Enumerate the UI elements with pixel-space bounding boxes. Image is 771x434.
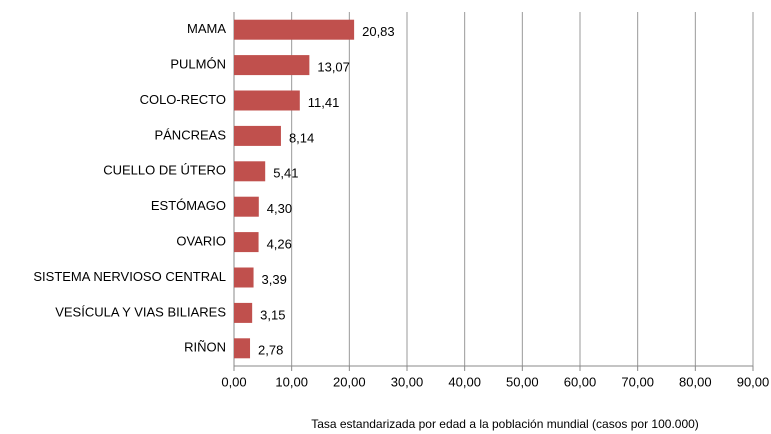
x-tick-label: 50,00 — [506, 374, 539, 389]
x-tick-label: 80,00 — [679, 374, 712, 389]
value-label: 5,41 — [273, 166, 298, 181]
bar — [234, 90, 300, 111]
y-tick-label: COLO-RECTO — [140, 92, 226, 107]
x-tick-label: 40,00 — [448, 374, 481, 389]
value-label: 20,83 — [362, 24, 395, 39]
y-tick-label: MAMA — [187, 21, 226, 36]
bar — [234, 19, 355, 40]
value-label: 4,26 — [267, 237, 292, 252]
value-label: 2,78 — [258, 343, 283, 358]
bar — [234, 338, 251, 359]
value-label: 4,30 — [267, 201, 292, 216]
value-label: 11,41 — [308, 95, 340, 110]
y-tick-label: CUELLO DE ÚTERO — [103, 163, 226, 178]
bar — [234, 161, 266, 182]
value-label: 13,07 — [317, 60, 350, 75]
x-tick-label: 90,00 — [737, 374, 770, 389]
x-tick-label: 70,00 — [621, 374, 654, 389]
bar — [234, 196, 259, 217]
x-tick-label: 30,00 — [391, 374, 424, 389]
bar — [234, 125, 281, 146]
y-tick-label: PULMÓN — [170, 57, 226, 72]
bar — [234, 55, 310, 76]
x-tick-label: 10,00 — [275, 374, 308, 389]
y-tick-label: OVARIO — [176, 234, 226, 249]
x-axis-title: Tasa estandarizada por edad a la poblaci… — [311, 417, 699, 431]
y-tick-label: VESÍCULA Y VIAS BILIARES — [55, 304, 226, 319]
y-tick-label: PÁNCREAS — [154, 127, 226, 142]
bar — [234, 232, 259, 253]
value-label: 3,15 — [260, 307, 285, 322]
value-label: 8,14 — [289, 130, 314, 145]
bar — [234, 267, 254, 288]
y-tick-label: RIÑON — [184, 340, 226, 355]
x-tick-label: 20,00 — [333, 374, 366, 389]
x-tick-label: 60,00 — [564, 374, 597, 389]
bar — [234, 302, 253, 323]
y-tick-label: ESTÓMAGO — [151, 198, 226, 213]
value-label: 3,39 — [262, 272, 287, 287]
x-tick-label: 0,00 — [221, 374, 246, 389]
y-tick-label: SISTEMA NERVIOSO CENTRAL — [33, 269, 226, 284]
